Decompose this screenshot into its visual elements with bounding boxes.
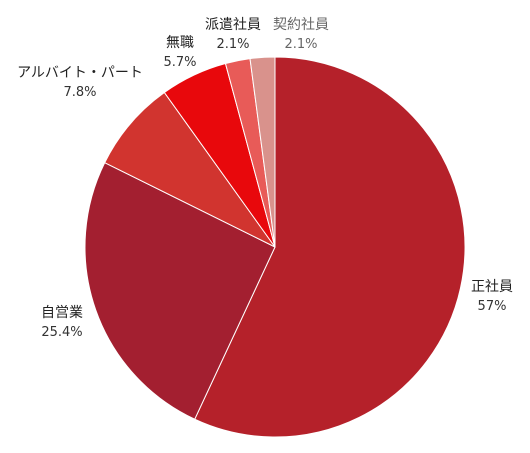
- slice-label-4: 派遣社員: [205, 17, 261, 33]
- slice-label-0: 正社員: [471, 279, 513, 295]
- slice-label-3: 無職: [166, 35, 194, 51]
- pie-slice-1: [84, 162, 276, 420]
- slice-value-5: 2.1%: [284, 37, 317, 52]
- slice-label-5: 契約社員: [273, 17, 329, 33]
- pie-slices: [84, 56, 466, 438]
- slice-label-2: アルバイト・パート: [17, 65, 143, 81]
- slice-value-4: 2.1%: [216, 37, 249, 52]
- slice-value-3: 5.7%: [163, 55, 196, 70]
- slice-value-2: 7.8%: [63, 85, 96, 100]
- pie-labels: 正社員 57% 自営業 25.4% アルバイト・パート 7.8% 無職 5.7% 派遣社員 2.1…: [17, 17, 513, 340]
- slice-value-1: 25.4%: [41, 325, 82, 340]
- pie-slice-0: [194, 56, 466, 438]
- pie-slice-5: [249, 56, 276, 248]
- slice-value-0: 57%: [478, 299, 507, 314]
- pie-slice-2: [104, 91, 276, 248]
- slice-label-1: 自営業: [41, 305, 83, 321]
